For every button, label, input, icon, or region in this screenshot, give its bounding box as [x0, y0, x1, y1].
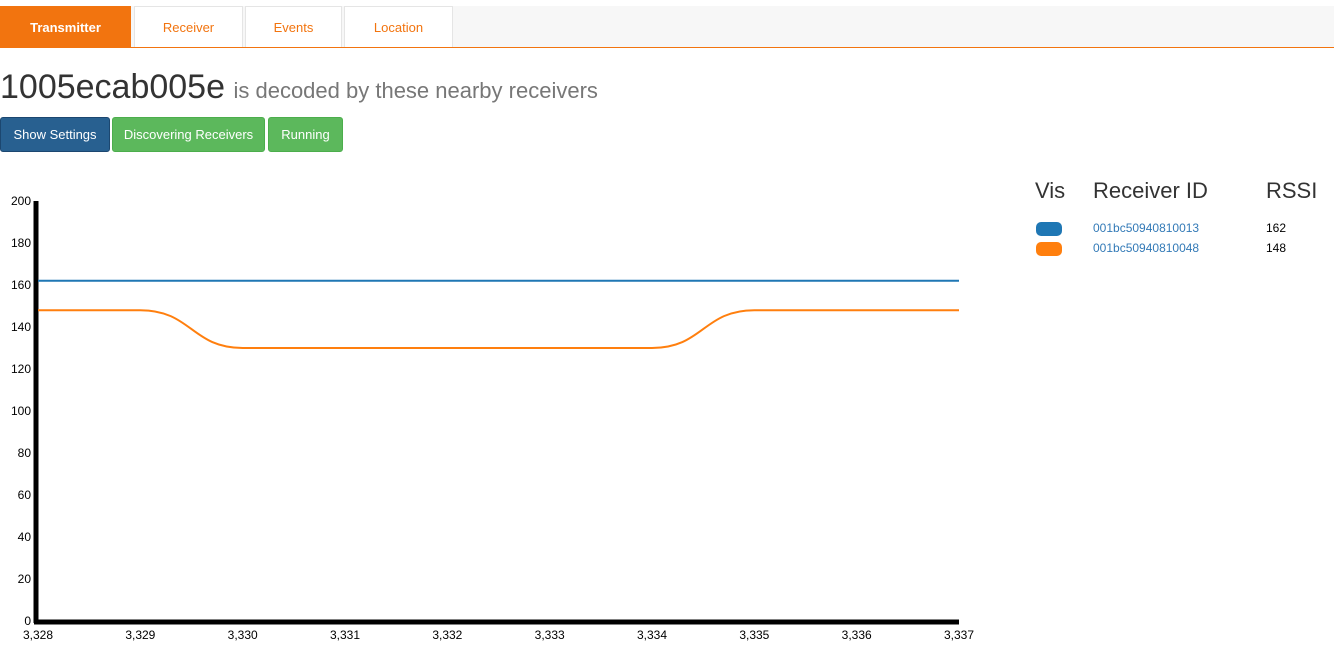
y-tick-label: 160 [11, 278, 31, 292]
rssi-chart: 0 20 40 60 80 100 120 140 160 180 200 3,328 3,329 3,3… [11, 194, 974, 642]
page-subtitle: is decoded by these nearby receivers [233, 78, 598, 103]
y-tick-label: 120 [11, 362, 31, 376]
vis-header: Vis [1035, 178, 1066, 203]
tab-location[interactable]: Location [344, 6, 453, 47]
y-tick-label: 80 [18, 446, 32, 460]
tab-transmitter[interactable]: Transmitter [0, 6, 131, 47]
x-tick-label: 3,330 [228, 628, 258, 642]
page-title: 1005ecab005e is decoded by these nearby … [0, 68, 598, 107]
receiver-id-link[interactable]: 001bc50940810013 [1093, 221, 1200, 235]
x-tick-label: 3,336 [842, 628, 872, 642]
y-tick-label: 100 [11, 404, 31, 418]
x-tick-label: 3,334 [637, 628, 667, 642]
running-button[interactable]: Running [268, 117, 343, 152]
show-settings-button[interactable]: Show Settings [0, 117, 110, 152]
x-tick-label: 3,333 [535, 628, 565, 642]
rssi-header: RSSI [1266, 178, 1318, 203]
y-tick-label: 60 [18, 488, 32, 502]
y-tick-label: 0 [24, 614, 31, 628]
discovering-receivers-button[interactable]: Discovering Receivers [112, 117, 265, 152]
tab-receiver[interactable]: Receiver [134, 6, 243, 47]
x-tick-label: 3,329 [125, 628, 155, 642]
y-tick-label: 200 [11, 194, 31, 208]
x-tick-label: 3,332 [432, 628, 462, 642]
series-line-2 [38, 309, 959, 349]
receiver-id-header: Receiver ID [1093, 178, 1208, 203]
legend-row: 001bc50940810048 148 [1034, 240, 1334, 260]
rssi-value: 148 [1266, 241, 1287, 255]
tab-events[interactable]: Events [245, 6, 342, 47]
y-tick-label: 40 [18, 530, 32, 544]
y-tick-label: 140 [11, 320, 31, 334]
x-tick-label: 3,337 [944, 628, 974, 642]
x-tick-label: 3,335 [739, 628, 769, 642]
legend-row: 001bc50940810013 162 [1034, 220, 1334, 240]
visibility-toggle-swatch[interactable] [1036, 242, 1062, 256]
y-tick-label: 180 [11, 236, 31, 250]
rssi-value: 162 [1266, 221, 1287, 235]
x-tick-label: 3,328 [23, 628, 53, 642]
visibility-toggle-swatch[interactable] [1036, 222, 1062, 236]
x-tick-label: 3,331 [330, 628, 360, 642]
receiver-id-link[interactable]: 001bc50940810048 [1093, 241, 1200, 255]
y-tick-label: 20 [18, 572, 32, 586]
tab-bar: Transmitter Receiver Events Location [0, 6, 1334, 48]
transmitter-id: 1005ecab005e [0, 68, 226, 106]
